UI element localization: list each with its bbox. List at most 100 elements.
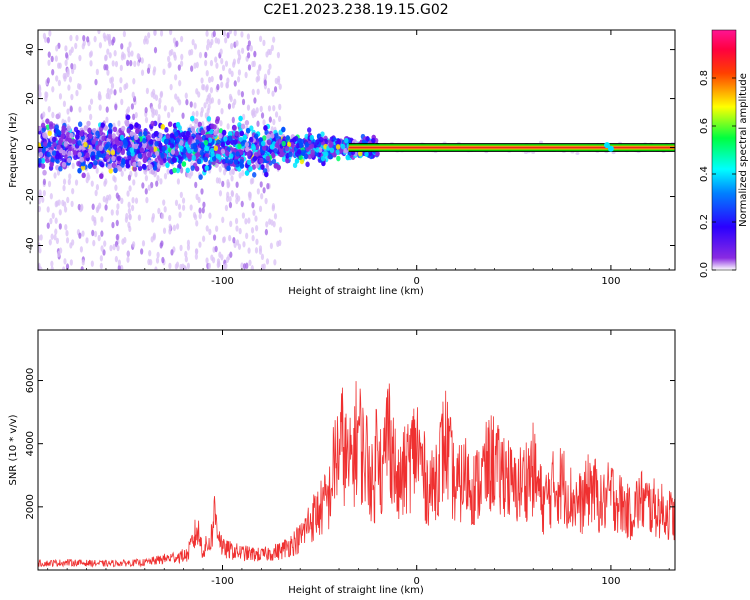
spectral-blob	[165, 162, 170, 168]
spectral-blob	[260, 112, 265, 119]
spectral-blob	[96, 150, 101, 157]
spectral-blob	[66, 70, 70, 78]
spectral-blob	[251, 60, 255, 68]
spectrogram-y-label: Frequency (Hz)	[8, 112, 19, 188]
spectral-blob	[248, 166, 253, 172]
spectral-blob	[229, 220, 233, 228]
spectral-blob	[233, 80, 237, 87]
spectral-blob	[215, 62, 219, 69]
spectral-blob	[105, 116, 109, 124]
spectral-blob	[127, 174, 132, 181]
spectral-blob	[228, 67, 232, 75]
spectral-blob	[63, 206, 68, 213]
spectral-blob	[141, 163, 147, 170]
spectral-blob	[215, 116, 221, 122]
spectral-blob	[198, 136, 203, 143]
spectral-blob	[80, 165, 86, 171]
spectral-blob	[271, 158, 277, 165]
spectral-blob	[175, 261, 180, 268]
spectral-blob	[81, 230, 85, 237]
spectral-blob	[150, 120, 155, 127]
spectral-blob	[184, 250, 188, 258]
spectral-blob	[105, 92, 109, 100]
spectral-blob	[132, 241, 136, 248]
spectral-blob	[244, 71, 248, 79]
spectral-blob	[273, 163, 278, 169]
spectral-blob	[137, 214, 142, 221]
spectral-blob	[239, 130, 244, 137]
spectral-blob	[228, 169, 233, 176]
spectral-blob	[210, 75, 214, 83]
spectral-blob	[266, 182, 270, 190]
spectral-blob	[251, 234, 255, 242]
spectral-blob	[193, 102, 197, 109]
spectral-blob	[607, 145, 614, 152]
spectral-blob	[94, 78, 98, 86]
spectral-blob	[51, 212, 55, 219]
spectral-blob	[267, 105, 272, 112]
spectral-blob	[242, 113, 246, 121]
spectral-blob	[128, 185, 132, 192]
spectral-blob	[159, 91, 163, 99]
spectral-blob	[88, 133, 93, 139]
spectral-blob	[97, 234, 101, 242]
spectral-blob	[175, 167, 181, 174]
spectral-blob	[244, 170, 250, 176]
spectral-blob	[103, 125, 108, 131]
spectral-blob	[197, 91, 201, 98]
spectral-blob	[61, 125, 66, 131]
spectral-blob	[270, 44, 274, 52]
spectral-blob	[336, 155, 341, 162]
spectral-blob	[201, 121, 205, 128]
spectral-blob	[126, 127, 131, 134]
spectral-blob	[108, 168, 113, 174]
spectral-blob	[252, 155, 258, 162]
spectral-blob	[174, 199, 179, 207]
spectral-blob	[76, 83, 81, 90]
spectral-blob	[309, 134, 314, 141]
spectral-blob	[228, 234, 232, 242]
spectral-blob	[174, 150, 179, 156]
spectral-blob	[79, 130, 84, 137]
spectral-blob	[228, 153, 234, 159]
spectral-blob	[149, 146, 154, 153]
spectral-blob	[256, 69, 260, 76]
spectral-blob	[269, 144, 275, 150]
spectral-blob	[190, 165, 195, 171]
spectral-blob	[40, 122, 46, 129]
spectral-blob	[74, 179, 79, 186]
spectral-blob	[98, 130, 104, 136]
spectral-blob	[132, 165, 137, 172]
spectral-blob	[364, 151, 369, 157]
ridge-core	[348, 146, 675, 149]
spectral-blob	[190, 143, 195, 149]
spectral-blob	[215, 225, 219, 232]
spectral-blob	[539, 140, 544, 144]
spectral-blob	[216, 154, 222, 160]
spectral-blob	[125, 121, 130, 127]
spectral-blob	[168, 223, 172, 230]
spectral-blob	[273, 213, 278, 220]
spectral-blob	[210, 97, 214, 104]
spectral-blob	[152, 232, 156, 239]
spectral-blob	[204, 51, 208, 59]
spectral-blob	[116, 147, 121, 153]
spectral-blob	[199, 149, 205, 156]
spectral-blob	[244, 141, 250, 148]
spectral-blob	[50, 266, 54, 270]
spectral-blob	[268, 48, 272, 56]
spectral-blob	[132, 113, 136, 121]
spectral-blob	[222, 263, 226, 270]
spectral-blob	[233, 139, 238, 145]
spectrogram-y-axis: -40 -20 0 20 40	[25, 43, 675, 254]
spectral-blob	[238, 115, 243, 122]
spectral-blob	[93, 159, 98, 166]
spectral-blob	[228, 201, 233, 209]
spectral-blob	[130, 50, 134, 57]
spectrogram-marks	[38, 30, 675, 270]
spectral-blob	[120, 170, 124, 177]
spectral-blob	[67, 137, 72, 143]
spectral-blob	[237, 122, 242, 128]
spectral-blob	[284, 145, 290, 152]
spectral-blob	[51, 69, 55, 76]
